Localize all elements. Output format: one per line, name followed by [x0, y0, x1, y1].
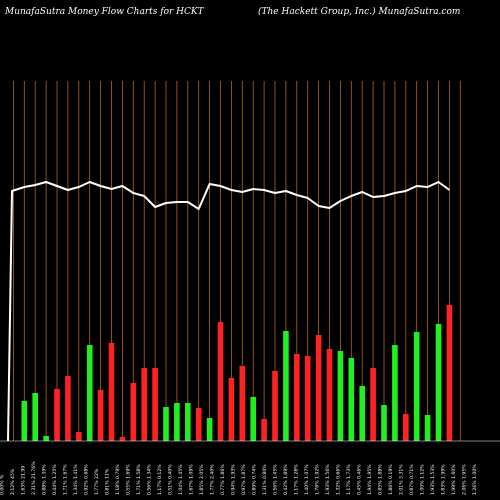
bar	[54, 389, 60, 441]
x-tick-label: 2.12% 45%	[10, 468, 16, 495]
x-tick-label: 1.17% 1.73%	[346, 464, 352, 495]
bar	[413, 332, 420, 441]
bar	[195, 408, 202, 441]
x-tick-label: 0.97% 1.87%	[241, 464, 247, 495]
bar	[185, 403, 191, 441]
bar	[403, 414, 409, 441]
bar	[130, 383, 137, 441]
x-tick-label: 2.31% 21.76%	[31, 461, 37, 495]
bar	[174, 403, 180, 441]
x-tick-label: 1.71% 1.67%	[63, 464, 69, 495]
x-tick-label: 1.93% 1.56%	[325, 464, 331, 495]
x-tick-label: 2.06% 1.95%	[462, 464, 468, 495]
x-tick-label: 1.77% 2.40%	[210, 464, 216, 495]
chart-subtitle: (The Hackett Group, Inc.) MunafaSutra.co…	[258, 6, 460, 17]
x-tick-label: 1.17% 0.12%	[157, 464, 163, 495]
bar	[424, 415, 431, 441]
x-tick-labels: 0.00% % 2.12% 45% 1.63% 21.99 2.31% 21.76% 0…	[0, 461, 478, 495]
x-tick-label: 1.18% 0.79%	[115, 464, 121, 495]
x-tick-label: 1.78% 1.92%	[315, 464, 321, 495]
bar	[21, 401, 28, 441]
x-tick-label: 0.45% 0.46%	[357, 464, 363, 495]
x-tick-label: 0.88% 1.39%	[42, 464, 48, 495]
x-tick-label: 0.92% 0.68%	[84, 464, 90, 495]
bar	[152, 368, 158, 441]
x-tick-label: 1.86% 0.19%	[388, 464, 394, 495]
x-tick-label: 0.42% 1.89%	[283, 464, 289, 495]
x-tick-label: 1.17% 1.28%	[294, 464, 300, 495]
x-tick-label: 1.67% 1.09%	[189, 464, 195, 495]
bar	[43, 436, 49, 441]
x-tick-label: 1.77% 22%	[94, 468, 100, 495]
x-tick-label: 1.00% 1.12%	[420, 464, 426, 495]
x-tick-label: 0.89% 0.74%	[252, 464, 258, 495]
bar	[294, 354, 300, 441]
x-tick-label: 1.34% 1.41%	[73, 464, 79, 495]
x-tick-label: 1.32% 0.66%	[336, 464, 342, 495]
x-tick-label: 0.94% 1.93%	[231, 464, 237, 495]
bar	[370, 368, 376, 441]
bar	[392, 345, 398, 441]
bar	[272, 371, 278, 441]
bar	[337, 351, 344, 441]
x-tick-label: 0.44% 1.25%	[52, 464, 58, 495]
x-tick-label: 1.94% 1.95%	[367, 464, 373, 495]
x-tick-label: 0.00% %	[0, 474, 6, 495]
bar	[97, 390, 104, 441]
x-tick-label: 1.04% 1.45%	[178, 464, 184, 495]
x-tick-label: 0.56% 1.45%	[273, 464, 279, 495]
x-tick-label: 1.83% 1.99%	[441, 464, 447, 495]
x-tick-label: 1.31% 0.80%	[262, 464, 268, 495]
bar	[76, 432, 82, 441]
x-tick-label: 1.71% 1.58%	[136, 464, 142, 495]
x-tick-label: 0.55% 1.69%	[126, 464, 132, 495]
bar	[217, 322, 224, 441]
bar	[359, 386, 365, 441]
bar	[108, 343, 115, 441]
bar	[206, 418, 213, 441]
bar	[228, 378, 235, 441]
bar	[446, 305, 453, 441]
bar	[32, 393, 38, 441]
bar	[141, 368, 147, 441]
chart-title: MunafaSutra Money Flow Charts for HCKT	[4, 7, 205, 17]
bar	[381, 405, 387, 441]
bar	[65, 376, 71, 441]
x-tick-label: 2.01% 3.31%	[399, 464, 405, 495]
x-tick-label: 0.85% 1.88%	[378, 464, 384, 495]
bar	[86, 345, 93, 441]
bar	[239, 366, 246, 441]
money-flow-line	[7, 181, 450, 442]
x-tick-label: 0.56% 1.34%	[147, 464, 153, 495]
bar	[435, 324, 442, 441]
x-tick-label: 1.26% 1.00%	[472, 464, 478, 495]
bar	[348, 358, 355, 441]
bar	[163, 407, 169, 441]
x-tick-label: 1.63% 21.99	[21, 466, 27, 495]
bar-series	[21, 305, 453, 441]
bar	[261, 419, 267, 441]
x-tick-label: 0.77% 1.86%	[220, 464, 226, 495]
bar	[304, 356, 311, 441]
bar	[315, 335, 322, 441]
x-tick-label: 1.40% 1.07%	[304, 464, 310, 495]
x-tick-label: 1.99% 1.60%	[451, 464, 457, 495]
bar	[250, 397, 256, 441]
x-tick-label: 1.85% 2.05%	[199, 464, 205, 495]
x-tick-label: 0.51% 0.40%	[168, 464, 174, 495]
x-tick-label: 1.93% 1.53%	[430, 464, 436, 495]
x-tick-label: 0.81% 11%	[105, 468, 111, 495]
bar	[326, 349, 333, 441]
bar	[119, 437, 126, 441]
x-tick-label: 0.87% 0.71%	[409, 464, 415, 495]
bar	[283, 331, 289, 441]
